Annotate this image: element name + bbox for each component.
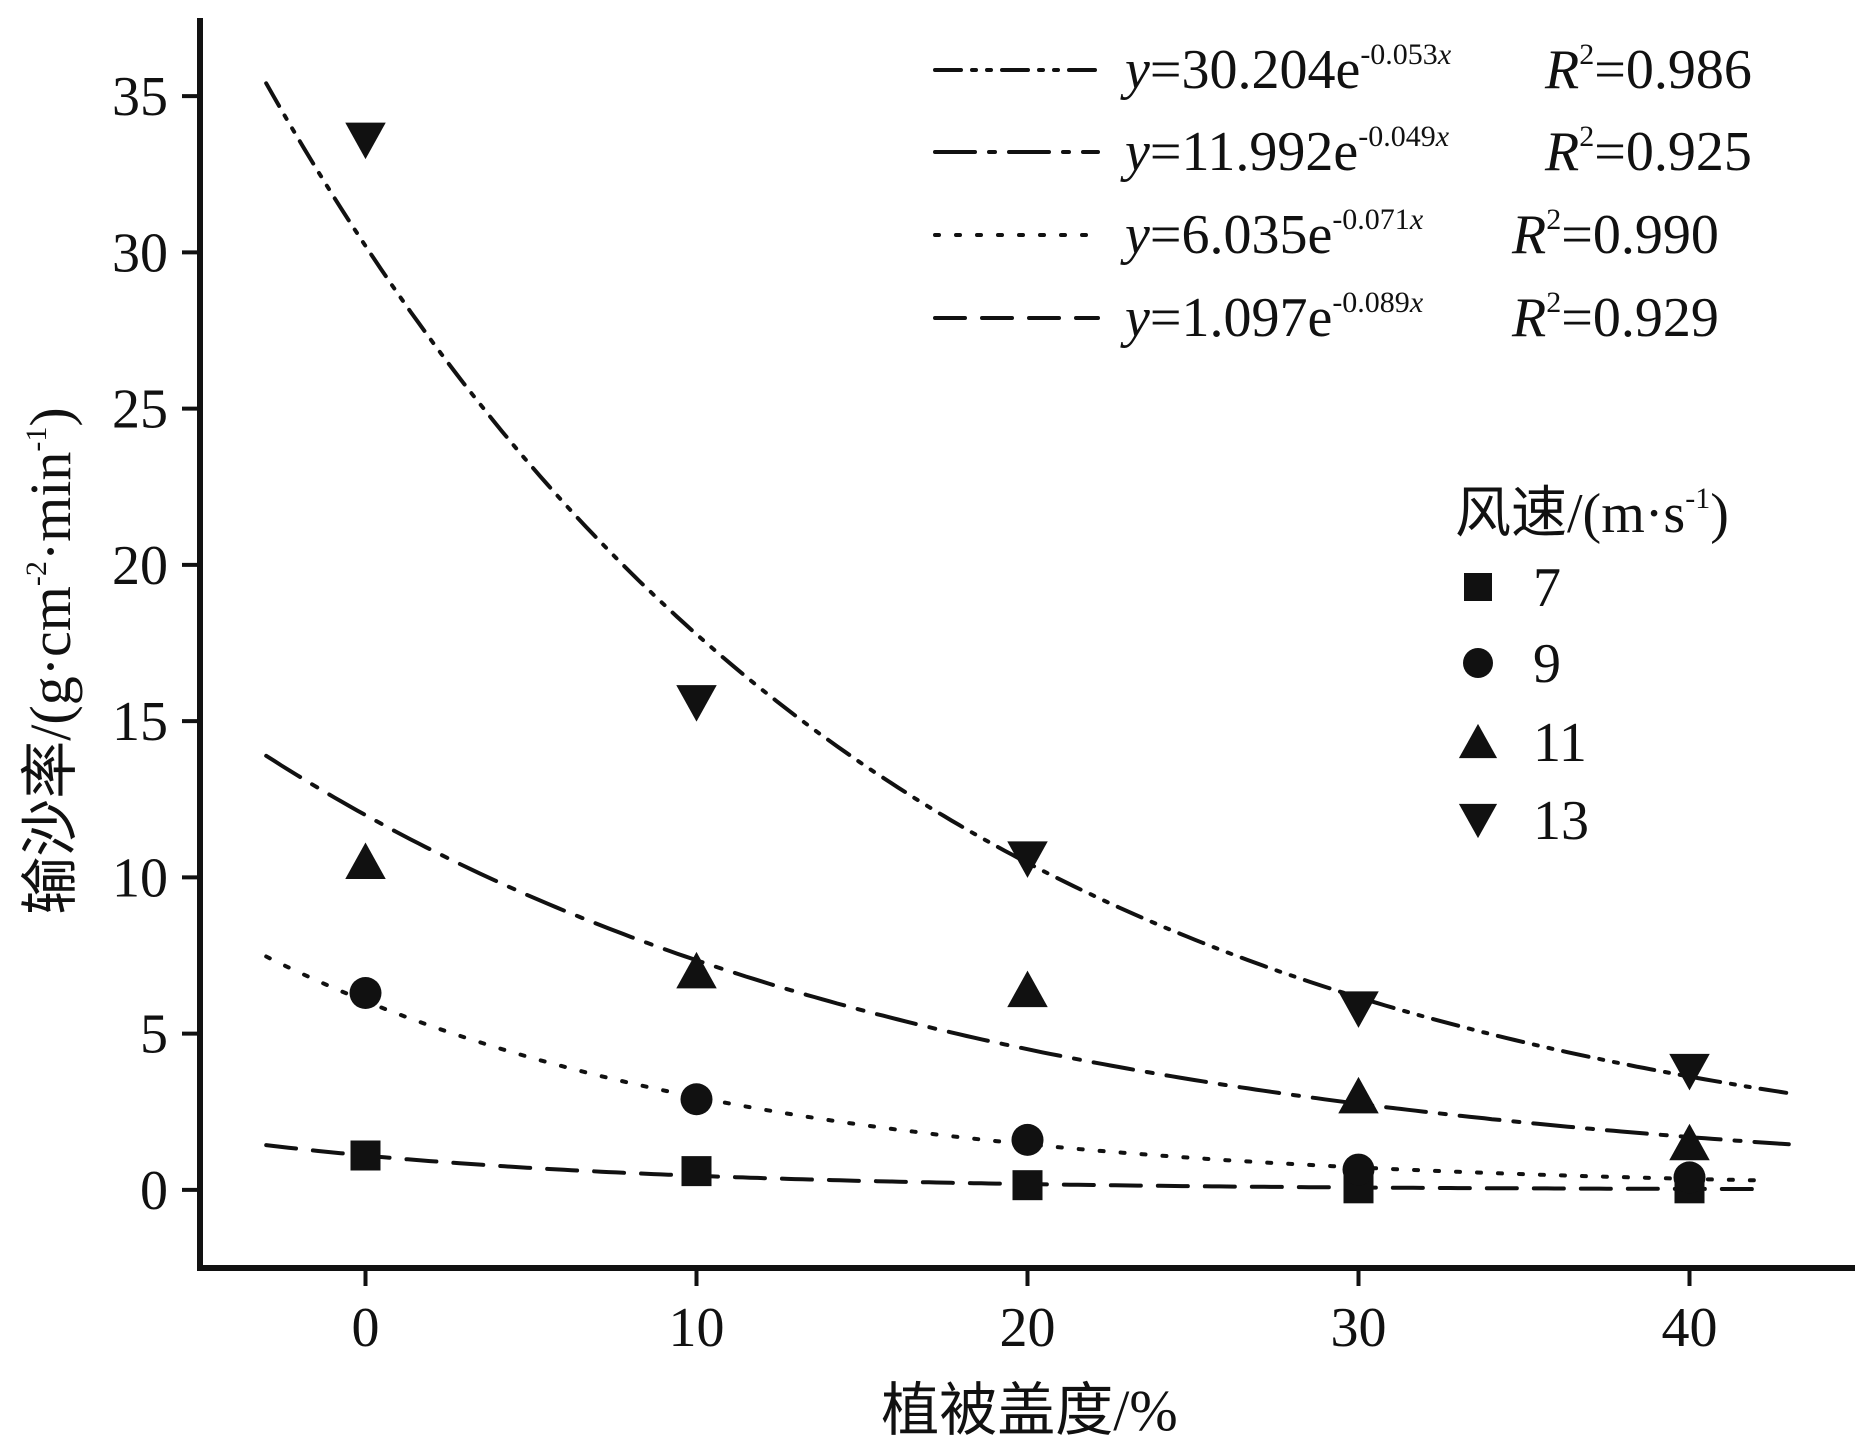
y-tick-label: 20 bbox=[112, 535, 168, 597]
data-point-triangle-down bbox=[1669, 1053, 1710, 1091]
legend-marker-triangle-down bbox=[1458, 803, 1498, 839]
data-point-square bbox=[1012, 1170, 1043, 1201]
legend-marker-triangle-up bbox=[1458, 723, 1498, 759]
x-tick-label: 10 bbox=[669, 1297, 725, 1359]
y-tick-label: 0 bbox=[140, 1160, 168, 1222]
x-tick-label: 0 bbox=[352, 1297, 380, 1359]
fit-curve-longdashdot bbox=[264, 753, 1791, 1147]
legend-marker-square bbox=[1464, 573, 1492, 601]
fit-r2-label: R2=0.929 bbox=[1511, 286, 1719, 349]
x-tick-label: 20 bbox=[1000, 1297, 1056, 1359]
fit-equation-label: y=6.035e-0.071x bbox=[1120, 203, 1424, 266]
legend-label: 7 bbox=[1533, 557, 1561, 619]
fit-curve-dotted bbox=[264, 954, 1758, 1183]
fit-equation-label: y=30.204e-0.053x bbox=[1120, 38, 1452, 101]
y-tick-label: 30 bbox=[112, 222, 168, 284]
data-point-square bbox=[350, 1140, 381, 1171]
legend-marker-circle bbox=[1463, 648, 1493, 678]
y-tick-label: 10 bbox=[112, 847, 168, 909]
y-tick-label: 35 bbox=[112, 66, 168, 128]
fit-r2-label: R2=0.925 bbox=[1544, 120, 1752, 183]
x-tick-label: 40 bbox=[1662, 1297, 1718, 1359]
data-point-circle bbox=[680, 1083, 713, 1116]
legend-label: 9 bbox=[1533, 633, 1561, 695]
y-tick-label: 15 bbox=[112, 691, 168, 753]
x-axis-title: 植被盖度/% bbox=[881, 1378, 1177, 1443]
data-point-triangle-up bbox=[345, 842, 386, 879]
legend-title: 风速/(m·s-1) bbox=[1455, 482, 1729, 545]
data-point-square bbox=[681, 1156, 712, 1187]
legend-label: 13 bbox=[1533, 790, 1589, 852]
axis-titles: 植被盖度/% 输沙率/(g·cm-2·min-1) bbox=[18, 407, 1178, 1443]
data-point-triangle-down bbox=[676, 685, 717, 722]
fit-legend: y=30.204e-0.053x R2=0.986 y=11.992e-0.049x… bbox=[933, 38, 1752, 349]
data-point-circle bbox=[1673, 1161, 1706, 1194]
fit-curve-dashdotdot bbox=[264, 81, 1791, 1096]
y-axis-title: 输沙率/(g·cm-2·min-1) bbox=[18, 407, 83, 914]
y-tick-label: 25 bbox=[112, 379, 168, 441]
fit-r2-label: R2=0.986 bbox=[1544, 38, 1752, 101]
data-point-circle bbox=[1011, 1123, 1044, 1156]
data-point-circle bbox=[349, 977, 382, 1009]
data-point-triangle-down bbox=[345, 122, 386, 160]
series-legend: 风速/(m·s-1) 7 9 11 13 bbox=[1455, 482, 1729, 852]
data-point-triangle-down bbox=[1338, 991, 1379, 1028]
fit-curves bbox=[264, 81, 1791, 1192]
fit-equation-label: y=1.097e-0.089x bbox=[1120, 286, 1424, 349]
fit-r2-label: R2=0.990 bbox=[1511, 203, 1719, 266]
fit-equation-label: y=11.992e-0.049x bbox=[1120, 120, 1450, 183]
fit-curve-dashed bbox=[264, 1143, 1758, 1192]
data-point-triangle-up bbox=[1669, 1123, 1710, 1161]
data-points bbox=[345, 122, 1710, 1204]
data-point-circle bbox=[1342, 1153, 1375, 1186]
data-point-triangle-down bbox=[1007, 841, 1048, 878]
y-tick-label: 5 bbox=[140, 1004, 168, 1066]
data-point-triangle-up bbox=[1338, 1076, 1379, 1114]
data-point-triangle-up bbox=[676, 951, 717, 989]
legend-label: 11 bbox=[1533, 712, 1587, 774]
data-point-triangle-up bbox=[1007, 970, 1048, 1008]
x-tick-label: 30 bbox=[1331, 1297, 1387, 1359]
ticks: 0 10 20 30 40 0 5 10 15 20 25 30 35 bbox=[112, 66, 1718, 1359]
